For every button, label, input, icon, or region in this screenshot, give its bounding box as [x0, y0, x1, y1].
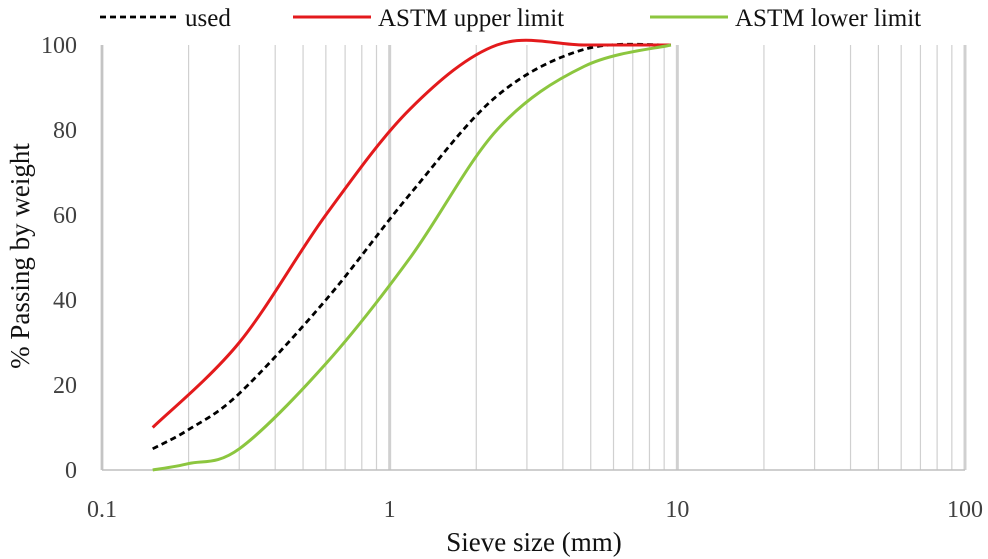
y-tick-label: 20 [53, 373, 77, 399]
legend-label-astm-lower-limit: ASTM lower limit [735, 5, 921, 32]
astm-upper-limit-line [151, 38, 671, 429]
axes [101, 45, 965, 471]
astm-lower-limit-line [152, 43, 672, 472]
grid-lines [100, 45, 967, 470]
y-tick-label: 80 [53, 118, 77, 144]
legend: used ASTM upper limit ASTM lower limit [100, 5, 921, 32]
y-tick-label: 0 [65, 458, 77, 484]
x-tick-label: 100 [947, 497, 983, 523]
y-tick-label: 60 [53, 203, 77, 229]
y-axis-title: % Passing by weight [5, 143, 35, 369]
series-lines [151, 38, 672, 472]
y-tick-label: 100 [41, 33, 77, 59]
legend-label-used: used [185, 5, 231, 32]
used-line [152, 42, 671, 451]
y-tick-label: 40 [53, 288, 77, 314]
x-tick-labels: 0.1 1 10 100 [87, 497, 983, 523]
x-tick-label: 1 [384, 497, 396, 523]
x-tick-label: 10 [665, 497, 689, 523]
legend-label-astm-upper-limit: ASTM upper limit [378, 5, 564, 32]
x-tick-label: 0.1 [87, 497, 117, 523]
y-tick-labels: 0 20 40 60 80 100 [41, 33, 77, 484]
x-axis-title: Sieve size (mm) [446, 527, 621, 557]
